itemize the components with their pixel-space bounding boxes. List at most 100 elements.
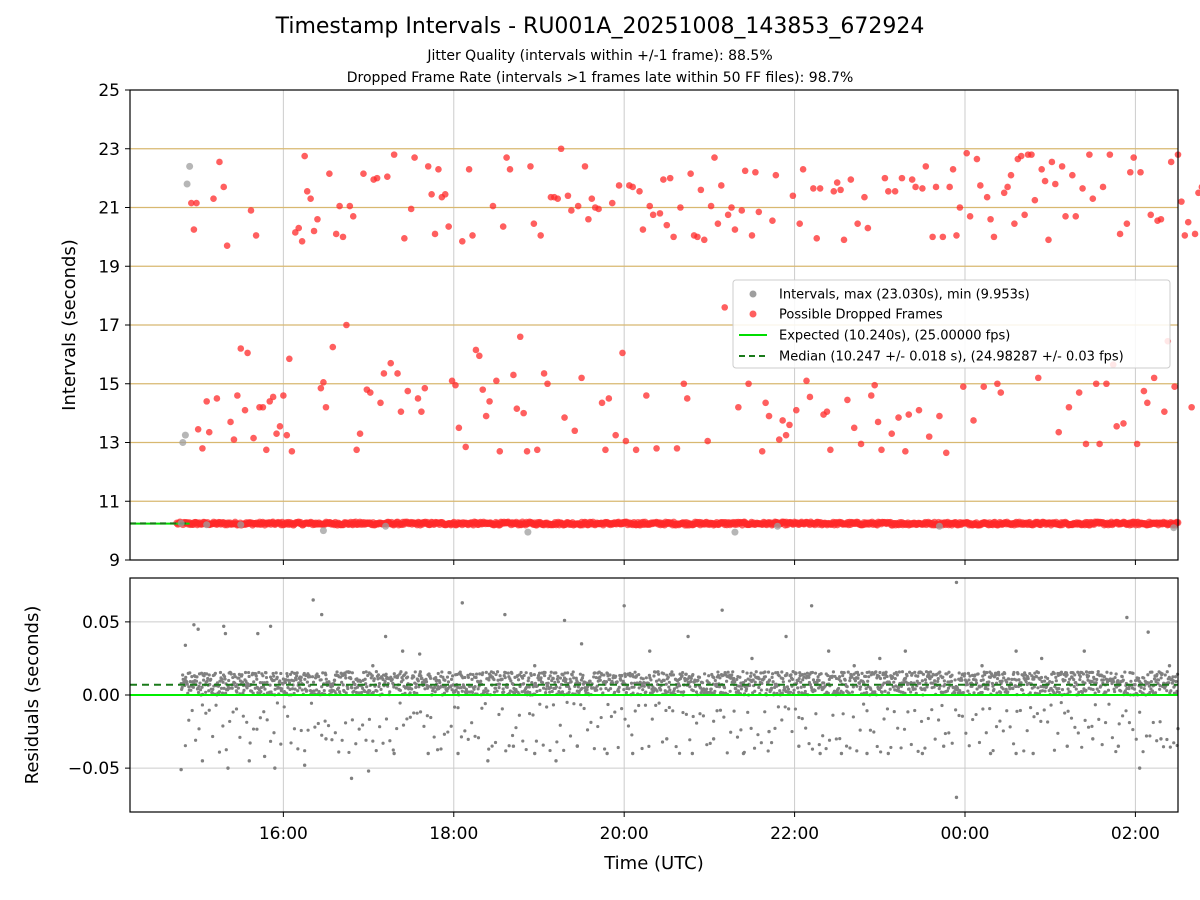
- residual-point: [800, 673, 804, 677]
- residual-point: [263, 687, 267, 691]
- residual-point: [1039, 719, 1043, 724]
- residual-point: [257, 670, 261, 675]
- residual-point: [1073, 725, 1077, 729]
- residual-point: [219, 686, 224, 690]
- y-tick-label: 13: [98, 434, 120, 454]
- dropped-frame-point: [1000, 189, 1008, 197]
- residual-point: [1076, 670, 1080, 674]
- residual-point: [817, 678, 821, 683]
- residual-point: [443, 678, 447, 682]
- dropped-frame-point: [1069, 171, 1076, 179]
- dropped-frame-point: [336, 202, 343, 210]
- residual-point: [281, 677, 285, 681]
- residual-point: [388, 690, 392, 694]
- residual-point: [846, 670, 850, 674]
- residual-point: [596, 724, 600, 729]
- residual-point: [275, 675, 279, 679]
- dropped-frame-point: [533, 446, 541, 454]
- residual-point: [312, 689, 316, 693]
- residual-point: [703, 672, 707, 676]
- dropped-frame-point: [1072, 213, 1080, 220]
- dropped-frame-point: [656, 210, 664, 217]
- residual-point: [322, 689, 326, 693]
- residual-point: [293, 671, 297, 675]
- residual-point: [1137, 676, 1141, 680]
- residual-point: [1010, 677, 1014, 681]
- residual-point: [743, 679, 748, 683]
- dropped-frame-point: [314, 215, 321, 223]
- dropped-frame-point: [888, 430, 896, 437]
- residual-point: [595, 688, 599, 692]
- residual-outlier: [1014, 751, 1018, 756]
- residual-point: [376, 673, 381, 677]
- residual-point: [476, 687, 480, 691]
- residual-point: [1054, 675, 1058, 679]
- residual-point: [644, 676, 648, 680]
- residual-point: [198, 688, 203, 692]
- residual-point: [471, 672, 475, 677]
- interval-point: [177, 519, 185, 527]
- residual-point: [694, 690, 699, 694]
- residual-point: [999, 690, 1003, 695]
- residual-point: [1113, 689, 1117, 694]
- dropped-frame-point: [1123, 220, 1131, 227]
- residual-point: [776, 705, 780, 709]
- residual-point: [688, 738, 692, 742]
- residual-point: [1011, 742, 1016, 746]
- residual-point: [974, 678, 978, 683]
- residual-point: [233, 681, 237, 685]
- dropped-frame-point: [758, 448, 766, 455]
- residual-point: [241, 691, 245, 695]
- y-tick-label: 0.00: [82, 686, 120, 706]
- residual-point: [620, 707, 624, 711]
- residual-point: [350, 718, 354, 722]
- residual-point: [466, 737, 470, 741]
- dropped-frame-point: [280, 392, 287, 399]
- legend-label: Intervals, max (23.030s), min (9.953s): [779, 288, 1030, 303]
- residual-point: [721, 691, 725, 695]
- dropped-frame-point: [496, 448, 504, 455]
- residual-point: [491, 671, 496, 675]
- residual-point: [391, 748, 395, 752]
- residual-point: [594, 675, 598, 680]
- residual-point: [194, 738, 198, 742]
- residual-point: [991, 749, 995, 753]
- residual-point: [1165, 689, 1169, 693]
- residual-point: [607, 678, 612, 682]
- residual-point: [691, 688, 695, 693]
- residual-point: [602, 747, 607, 751]
- residual-point: [735, 677, 739, 682]
- residual-point: [647, 673, 651, 677]
- residual-point: [190, 675, 194, 679]
- residual-point: [800, 717, 804, 721]
- residual-point: [926, 716, 930, 721]
- residual-point: [1063, 678, 1067, 682]
- residual-point: [753, 680, 757, 684]
- dropped-frame-point: [680, 380, 688, 388]
- dropped-frame-point: [346, 202, 354, 210]
- interval-point: [524, 528, 532, 536]
- dropped-frame-point: [919, 185, 926, 192]
- residual-point: [777, 674, 781, 678]
- residual-point: [735, 735, 740, 739]
- residual-outlier: [366, 769, 371, 773]
- residual-point: [366, 691, 370, 695]
- residual-point: [709, 687, 713, 691]
- residual-point: [604, 680, 609, 684]
- residual-point: [211, 687, 215, 691]
- residual-point: [753, 689, 757, 693]
- dropped-frame-point: [1034, 374, 1042, 382]
- residual-point: [734, 687, 738, 691]
- residual-outlier: [383, 634, 388, 639]
- residual-point: [739, 687, 744, 691]
- residual-point: [1146, 673, 1150, 677]
- residual-point: [1076, 731, 1080, 735]
- residual-point: [278, 679, 282, 683]
- dropped-frame-point: [1167, 158, 1175, 166]
- dropped-frame-point: [997, 389, 1005, 396]
- residual-point: [1171, 675, 1175, 679]
- dropped-frame-point: [741, 167, 749, 175]
- residual-point: [338, 690, 342, 694]
- residual-point: [202, 678, 206, 682]
- residual-point: [264, 675, 269, 680]
